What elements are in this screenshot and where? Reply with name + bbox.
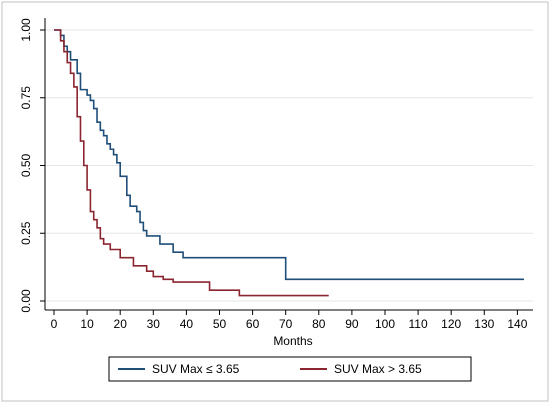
x-tick-label: 30: [147, 317, 161, 331]
axes-layer: [44, 18, 533, 311]
legend-box: [108, 356, 472, 382]
x-tick-label: 140: [507, 317, 527, 331]
survival-curve-suv-high: [54, 29, 329, 297]
y-tick-label: 0.50: [19, 153, 33, 177]
x-tick-label: 110: [409, 317, 428, 331]
survival-curve-suv-low: [54, 29, 524, 281]
legend-label-suv-low: SUV Max ≤ 3.65: [152, 362, 240, 376]
legend-label-suv-high: SUV Max > 3.65: [334, 362, 422, 376]
x-tick-label: 60: [246, 317, 260, 331]
x-ticks: 0 10 20 30 40 50 60 70 80 90 100 110 120 130 140: [51, 310, 528, 331]
x-tick-label: 0: [51, 317, 58, 331]
x-tick-label: 100: [375, 317, 395, 331]
y-tick-label: 0.75: [19, 86, 33, 110]
x-tick-label: 40: [180, 317, 194, 331]
y-tick-label: 0.25: [19, 221, 33, 245]
y-tick-label: 1.00: [19, 18, 33, 42]
grid-layer: [45, 29, 533, 302]
y-ticks: 0.00 0.25 0.50 0.75 1.00: [19, 18, 45, 313]
x-tick-label: 80: [312, 317, 326, 331]
x-tick-label: 20: [114, 317, 128, 331]
series-layer: [54, 29, 524, 297]
x-tick-label: 130: [474, 317, 494, 331]
x-tick-label: 90: [345, 317, 359, 331]
y-tick-label: 0.00: [19, 289, 33, 313]
legend: SUV Max ≤ 3.65 SUV Max > 3.65: [108, 356, 472, 382]
x-tick-label: 70: [279, 317, 293, 331]
x-tick-label: 120: [441, 317, 461, 331]
x-tick-label: 50: [213, 317, 227, 331]
x-axis-title: Months: [273, 334, 312, 348]
x-tick-label: 10: [80, 317, 94, 331]
